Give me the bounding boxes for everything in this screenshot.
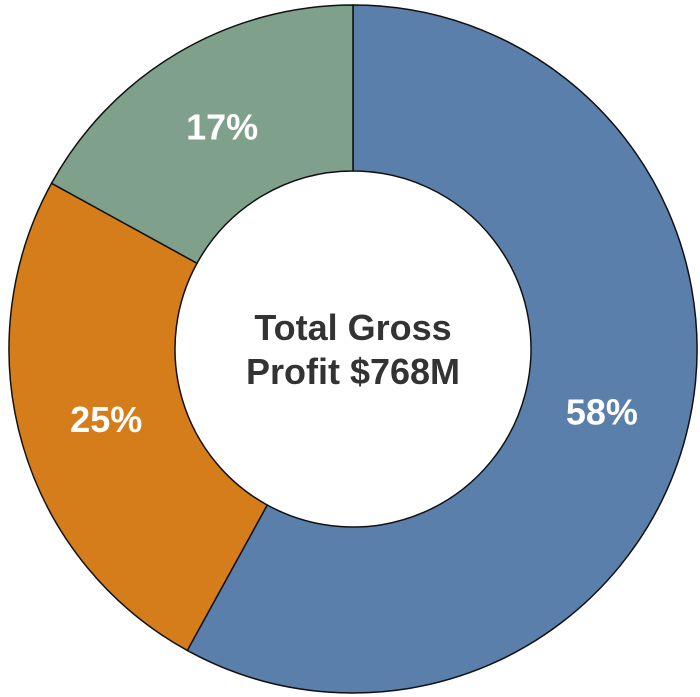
value-label: 58% — [566, 391, 638, 432]
value-label: 17% — [186, 106, 258, 147]
center-label: Total Gross Profit $768M — [245, 307, 461, 392]
donut-segment — [50, 4, 354, 265]
donut-segment — [8, 182, 269, 652]
donut-segment — [186, 4, 698, 694]
value-label: 25% — [70, 399, 142, 440]
